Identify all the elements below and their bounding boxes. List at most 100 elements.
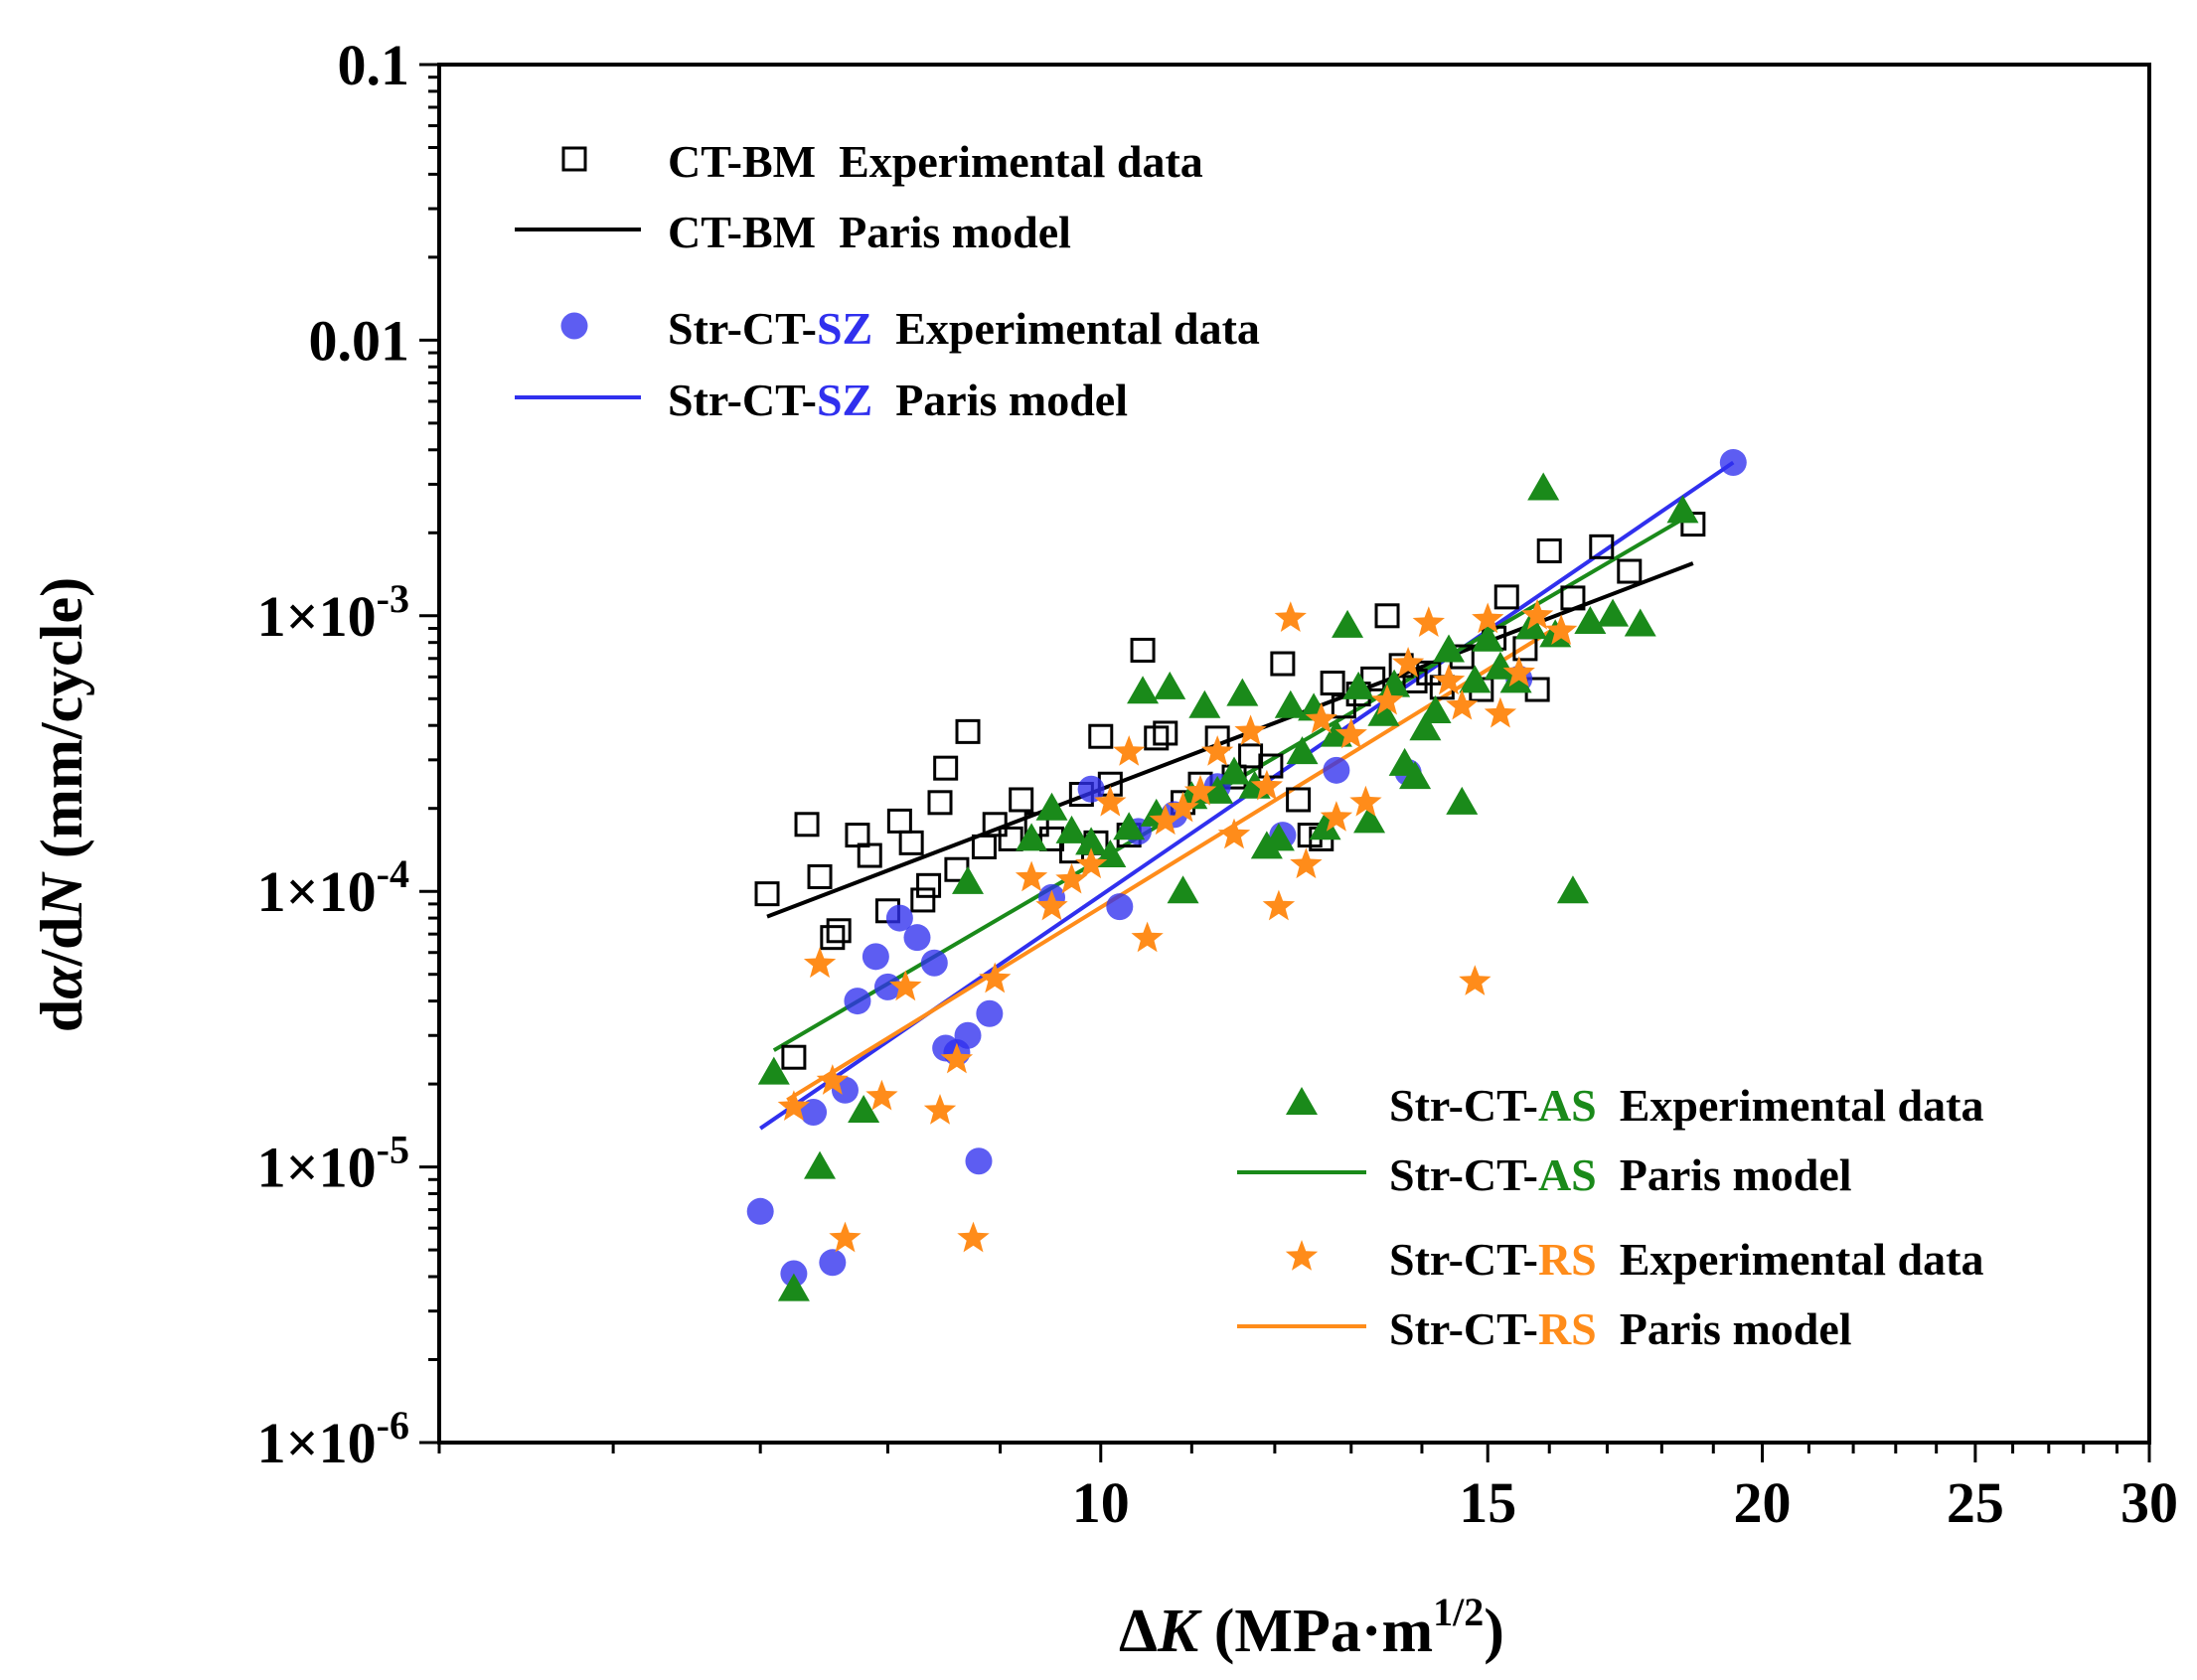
as-data-point	[1332, 609, 1364, 638]
as-data-point	[1035, 792, 1068, 821]
legend-entry-bm-marker: CT-BM Experimental data	[561, 136, 1203, 187]
bm-data-point	[1270, 651, 1296, 677]
as-data-point	[1075, 827, 1108, 855]
bm-data-point	[1617, 558, 1643, 584]
as-data-point	[1167, 875, 1199, 904]
x-axis-units: (MPa·m	[1198, 1598, 1433, 1665]
as-data-point	[1433, 634, 1466, 663]
rs-data-point	[1502, 656, 1535, 687]
rs-data-point	[1217, 818, 1251, 849]
rs-data-point	[777, 1090, 811, 1121]
legend-series-highlight: SZ	[817, 303, 872, 354]
x-axis-ticks: 10 15 20 25 30	[437, 1443, 2178, 1535]
rs-data-point	[923, 1094, 957, 1125]
legend-entry-text: Paris model	[872, 375, 1128, 425]
x-axis-label: ΔK (MPa·m1/2)	[1119, 1590, 1504, 1665]
as-data-point	[1624, 608, 1656, 637]
legend-series-highlight: SZ	[817, 375, 872, 425]
x-tick-label: 10	[1072, 1470, 1130, 1535]
bm-data-point	[998, 826, 1023, 851]
rs-data-point	[1262, 889, 1296, 921]
as-data-point	[1666, 495, 1699, 524]
as-data-point	[1419, 694, 1452, 723]
bm-data-point	[1374, 603, 1400, 629]
y-axis-label: dα/dN (mm/cycle)	[29, 577, 94, 1032]
y-tick-label: 1×10-4	[257, 851, 409, 924]
legend-entry-text: Paris model	[816, 207, 1071, 257]
y-tick-mantissa: 1×10	[257, 584, 377, 649]
legend-entry-text: Paris model	[1597, 1303, 1852, 1354]
rs-data-point	[1472, 602, 1504, 634]
rs-data-point	[1349, 785, 1382, 817]
y-tick-exponent: -3	[377, 576, 409, 621]
bm-data-point	[927, 790, 953, 816]
sz-data-point	[862, 943, 889, 971]
bm-data-point	[826, 918, 852, 944]
rs-data-point	[1035, 889, 1068, 921]
bm-data-point	[1088, 723, 1114, 749]
legend-series-highlight: RS	[1538, 1303, 1597, 1354]
legend-entry-text: Experimental data	[872, 303, 1260, 354]
bm-data-point	[916, 872, 942, 898]
legend-label: Str-CT-SZ Paris model	[668, 375, 1128, 425]
bm-data-point	[1130, 637, 1156, 663]
as-data-point	[1342, 671, 1375, 699]
rs-data-point	[1075, 847, 1108, 879]
bm-data-point	[857, 842, 882, 868]
legend-series-prefix: Str-CT-	[668, 375, 817, 425]
as-data-point	[804, 1150, 837, 1179]
y-axis-ticks: 0.10.011×10-31×10-41×10-51×10-6	[257, 33, 439, 1475]
as-data-point	[1154, 671, 1186, 699]
legend-label: Str-CT-RS Paris model	[1389, 1303, 1852, 1354]
bm-data-point	[910, 887, 936, 913]
bm-data-point	[1258, 753, 1284, 779]
rs-data-point	[1392, 647, 1425, 678]
legend-entry-text: Experimental data	[816, 136, 1203, 187]
legend-entry-sz-line: Str-CT-SZ Paris model	[515, 375, 1128, 425]
legend-series-prefix: CT-BM	[668, 207, 816, 257]
y-tick-exponent: -5	[377, 1128, 409, 1172]
as-data-point	[1472, 623, 1504, 652]
y-tick-exponent: -4	[377, 851, 409, 896]
legend-entry-rs-line: Str-CT-RS Paris model	[1237, 1303, 1852, 1354]
as-data-point	[777, 1273, 810, 1301]
as-data-point	[757, 1056, 790, 1085]
rs-data-point	[1305, 702, 1337, 734]
rs-data-point	[1290, 847, 1323, 879]
rs-data-point	[1015, 860, 1048, 892]
as-data-point	[1286, 736, 1319, 765]
rs-data-point	[1432, 664, 1466, 695]
sz-data-point	[873, 973, 901, 1000]
sz-data-point	[1323, 756, 1350, 784]
legend-label: Str-CT-SZ Experimental data	[668, 303, 1260, 354]
bm-data-point	[1589, 534, 1615, 559]
x-tick-label: 30	[2120, 1470, 2178, 1535]
as-data-point	[1399, 761, 1432, 790]
as-data-point	[1409, 712, 1442, 741]
y-axis-alpha: α	[29, 966, 94, 999]
as-data-point	[1262, 823, 1295, 851]
bm-data-point	[781, 1044, 807, 1070]
legend-triangle-symbol	[1286, 1087, 1318, 1115]
x-axis-close: )	[1484, 1598, 1504, 1665]
legend-series-highlight: RS	[1538, 1234, 1597, 1285]
legend-entry-text: Paris model	[1597, 1149, 1852, 1200]
x-tick-label: 20	[1734, 1470, 1792, 1535]
legend-entry-rs-marker: Str-CT-RS Experimental data	[1285, 1234, 1983, 1285]
rs-data-point	[803, 947, 837, 979]
rs-data-point	[829, 1221, 862, 1253]
x-axis-variable: K	[1157, 1598, 1202, 1665]
as-data-point	[1309, 812, 1341, 840]
y-tick-label: 0.1	[338, 33, 410, 97]
sz-data-point	[1077, 775, 1105, 803]
rs-data-point	[1274, 601, 1307, 632]
bm-data-point	[982, 812, 1008, 838]
rs-data-point	[1334, 717, 1367, 749]
bm-data-point	[1560, 585, 1586, 611]
bm-data-point	[1416, 660, 1442, 686]
x-axis-delta: Δ	[1119, 1598, 1158, 1665]
as-data-point	[1055, 815, 1088, 843]
rs-data-point	[979, 962, 1012, 993]
y-tick-mantissa: 1×10	[257, 1136, 377, 1200]
